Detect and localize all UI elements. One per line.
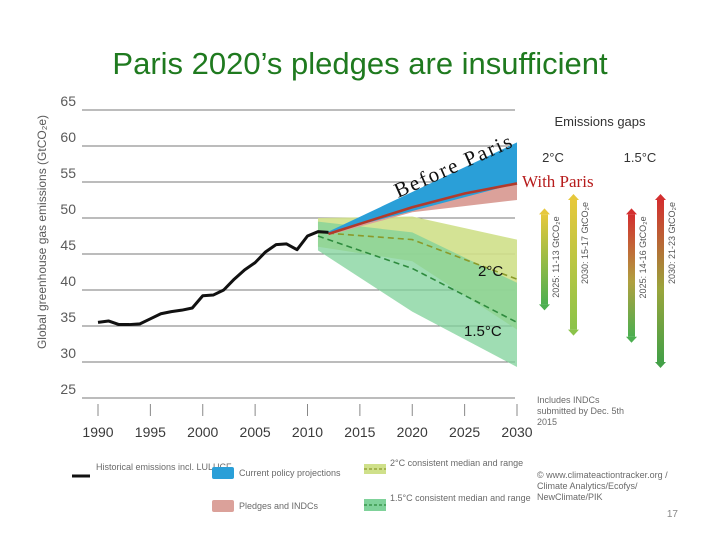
y-tick-label: 60: [60, 129, 76, 145]
legend-historical-label: Historical emissions incl. LULUCF: [96, 462, 232, 472]
gap-bar-2025-15C: [628, 214, 635, 337]
x-tick-label: 2015: [344, 424, 375, 440]
gap-heading-2c: 2°C: [542, 150, 564, 165]
legend-one-five-c-label: 1.5°C consistent median and range: [390, 493, 531, 503]
x-tick-label: 2020: [397, 424, 428, 440]
note-line: 2015: [537, 417, 557, 427]
gap-bar-label: 2030: 15-17 GtCO₂e: [580, 202, 590, 284]
series-lines: [97, 182, 518, 327]
y-tick-label: 35: [60, 309, 76, 325]
legend-pledges-swatch: [212, 500, 234, 512]
legend-pledges: Pledges and INDCs: [212, 500, 319, 512]
x-tick-labels: 1990 1995 2000 2005 2010 2015 2020 2025 2030: [82, 404, 533, 440]
credit-note: © www.climateactiontracker.org / Climate…: [537, 470, 670, 502]
two-c-median-line: [317, 231, 518, 280]
gap-bar-arrow-top: [626, 208, 637, 215]
x-tick-label: 2005: [240, 424, 271, 440]
gap-bar-label: 2030: 21-23 GtCO₂e: [667, 202, 677, 284]
current-policy-band: [328, 142, 517, 234]
legend-two-c: 2°C consistent median and range: [364, 458, 523, 474]
one-five-c-annotation: 1.5°C: [464, 323, 502, 340]
legend-historical: Historical emissions incl. LULUCF: [72, 462, 232, 478]
gap-bar-label: 2025: 14-16 GtCO₂e: [638, 216, 648, 298]
x-tick-label: 2030: [501, 424, 532, 440]
gap-bar-arrow-bottom: [655, 362, 666, 368]
gap-bar-arrow-bottom: [626, 336, 637, 343]
note-line: submitted by Dec. 5th: [537, 406, 624, 416]
one-five-c-range-band: [317, 221, 517, 368]
y-tick-label: 25: [60, 381, 76, 397]
includes-note: Includes INDCs submitted by Dec. 5th 2015: [537, 395, 624, 427]
with-paris-annotation: With Paris: [522, 172, 594, 191]
historical-emissions-line: [97, 230, 329, 327]
gap-bar-arrow-bottom: [568, 329, 579, 336]
y-tick-labels: 65 60 55 50 45 40 35 30 25: [60, 93, 76, 397]
gap-bar-arrow-top: [568, 194, 579, 200]
pledges-median-line: [328, 182, 518, 236]
gap-heading-15c: 1.5°C: [624, 150, 657, 165]
x-tick-label: 2010: [292, 424, 323, 440]
y-tick-label: 40: [60, 273, 76, 289]
gap-bar-arrow-bottom: [539, 304, 550, 311]
legend: Historical emissions incl. LULUCF Curren…: [72, 458, 531, 512]
credit-note-text: © www.climateactiontracker.org /: [537, 470, 668, 480]
x-tick-label: 2000: [187, 424, 218, 440]
one-five-c-median-line: [317, 235, 518, 324]
gap-bar-label: 2025: 11-13 GtCO₂e: [551, 216, 561, 297]
legend-pledges-label: Pledges and INDCs: [239, 501, 319, 511]
legend-current-policy: Current policy projections: [212, 467, 341, 479]
gap-bar-arrow-top: [539, 208, 550, 215]
y-axis-title: Global greenhouse gas emissions (GtCO₂e): [35, 115, 49, 349]
two-c-annotation: 2°C: [478, 263, 503, 280]
x-tick-label: 1990: [82, 424, 113, 440]
legend-two-c-label: 2°C consistent median and range: [390, 458, 523, 468]
y-tick-label: 45: [60, 237, 76, 253]
y-tick-label: 50: [60, 201, 76, 217]
note-line: NewClimate/PIK: [537, 492, 603, 502]
slide-title: Paris 2020’s pledges are insufficient: [112, 46, 608, 81]
includes-note-text: Includes INDCs: [537, 395, 600, 405]
x-tick-label: 2025: [449, 424, 480, 440]
y-tick-label: 65: [60, 93, 76, 109]
legend-one-five-c: 1.5°C consistent median and range: [364, 493, 531, 511]
x-tick-label: 1995: [135, 424, 166, 440]
legend-current-policy-swatch: [212, 467, 234, 479]
gap-bars: 2025: 11-13 GtCO₂e 2030: 15-17 GtCO₂e 2025…: [539, 194, 677, 368]
note-line: Climate Analytics/Ecofys/: [537, 481, 638, 491]
gap-bar-2025-2C: [541, 214, 548, 305]
legend-current-policy-label: Current policy projections: [239, 468, 341, 478]
y-tick-label: 30: [60, 345, 76, 361]
page-number: 17: [666, 509, 678, 520]
y-tick-label: 55: [60, 165, 76, 181]
gap-bar-2030-2C: [570, 200, 577, 330]
gap-bar-2030-15C: [657, 200, 664, 362]
emissions-gaps-title: Emissions gaps: [554, 114, 646, 129]
gap-bar-arrow-top: [655, 194, 666, 200]
